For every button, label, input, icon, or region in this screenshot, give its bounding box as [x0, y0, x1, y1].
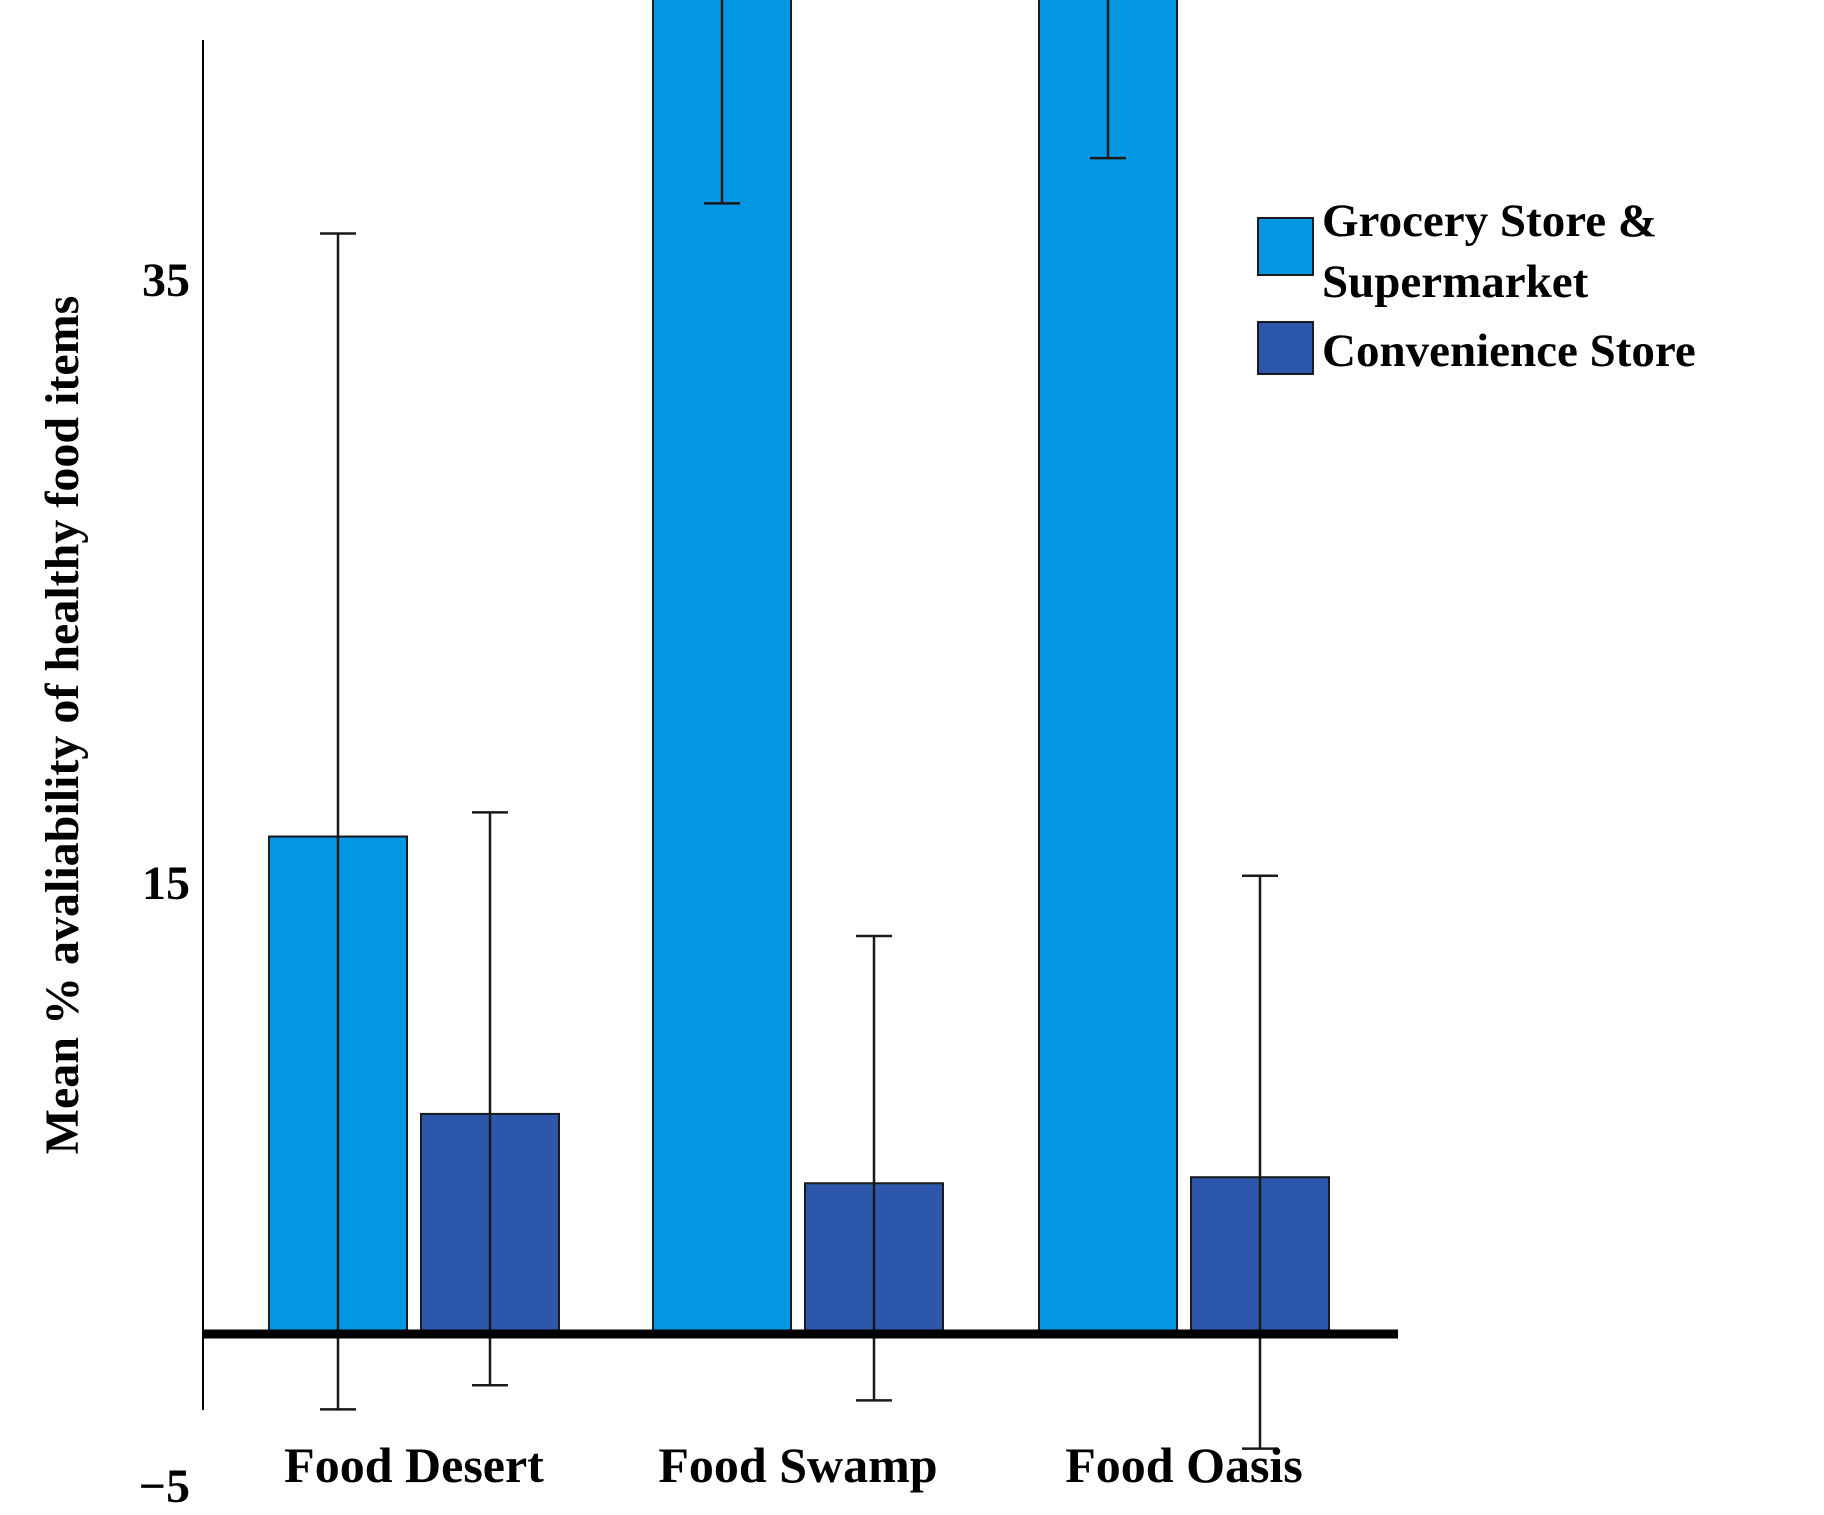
error-bar: [1242, 874, 1278, 1450]
y-axis: −515355575: [139, 40, 204, 1513]
y-tick-label: 35: [142, 254, 190, 307]
legend-label: Grocery Store &: [1322, 195, 1657, 247]
y-axis-title-group: Mean % avaliability of healthy food item…: [36, 296, 89, 1155]
error-bar: [472, 811, 508, 1387]
y-tick-label: 15: [142, 857, 190, 910]
legend-swatch: [1257, 217, 1314, 276]
legend: Grocery Store & Supermarket Convenience St…: [1257, 195, 1696, 377]
error-bar: [320, 232, 356, 1411]
legend-label: Convenience Store: [1322, 325, 1696, 377]
error-bar: [856, 934, 892, 1402]
x-category-label: Food Swamp: [658, 1437, 937, 1493]
error-bar: [1090, 0, 1126, 160]
bars: [268, 0, 1330, 1336]
x-category-label: Food Oasis: [1065, 1437, 1303, 1493]
bar-food-oasis-series-1: [1038, 0, 1178, 1336]
y-tick-label: −5: [139, 1460, 190, 1513]
x-category-label: Food Desert: [284, 1437, 544, 1493]
legend-swatch: [1257, 321, 1314, 375]
x-axis-labels: Food Desert Food Swamp Food Oasis: [284, 1437, 1303, 1493]
legend-label: Supermarket: [1322, 256, 1589, 308]
error-bar: [704, 0, 740, 205]
error-bars: [320, 0, 1278, 1450]
y-axis-title: Mean % avaliability of healthy food item…: [36, 296, 89, 1155]
